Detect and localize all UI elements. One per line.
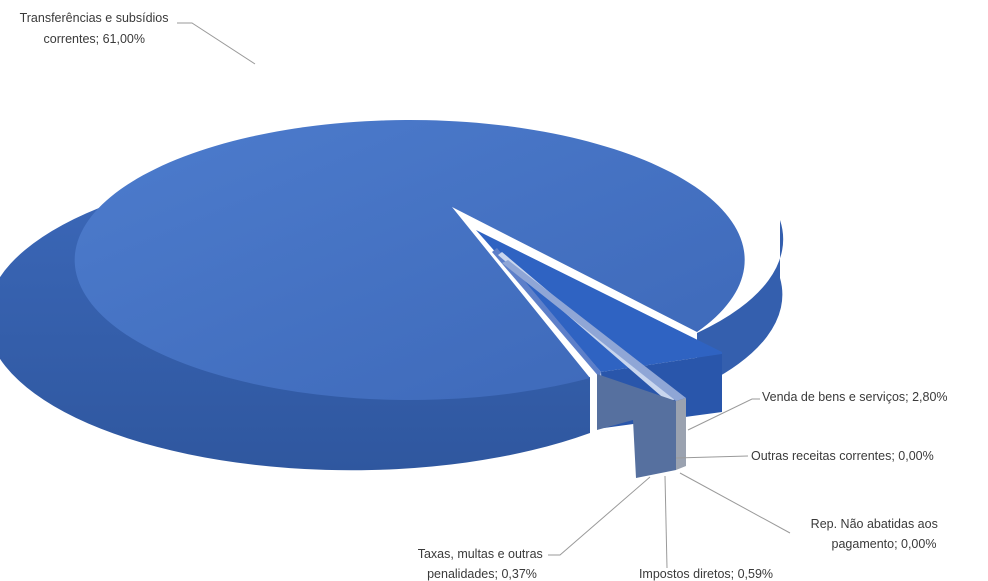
label-impostos: Impostos diretos; 0,59% <box>639 567 773 581</box>
slice-impostos <box>502 260 686 478</box>
slice-transferencias-side-right <box>697 220 784 388</box>
label-rep: Rep. Não abatidas aos pagamento; 0,00% <box>811 517 942 551</box>
slice-transferencias <box>0 120 784 471</box>
label-impostos-line1: Impostos diretos; 0,59% <box>639 567 773 581</box>
leader-impostos <box>664 475 668 569</box>
label-taxas: Taxas, multas e outras penalidades; 0,37… <box>418 547 547 581</box>
slice-taxas-front <box>676 398 686 470</box>
label-venda-line1: Venda de bens e serviços; 2,80% <box>762 390 948 404</box>
label-outras-line1: Outras receitas correntes; 0,00% <box>751 449 934 463</box>
label-venda: Venda de bens e serviços; 2,80% <box>762 390 948 404</box>
slice-transferencias-top <box>74 120 745 401</box>
label-rep-line2: pagamento; 0,00% <box>832 537 937 551</box>
slice-impostos-front-dark <box>597 374 676 478</box>
leader-transferencias <box>177 22 256 65</box>
leader-taxas <box>548 476 651 556</box>
slice-outras-top <box>492 248 601 378</box>
slice-outras <box>492 248 601 378</box>
leader-lines <box>177 22 791 569</box>
slice-impostos-top <box>502 260 686 401</box>
leader-rep <box>679 472 791 534</box>
leader-outras <box>675 455 749 459</box>
label-taxas-line2: penalidades; 0,37% <box>427 567 537 581</box>
label-outras: Outras receitas correntes; 0,00% <box>751 449 934 463</box>
label-transferencias: Transferências e subsídios correntes; 61… <box>20 11 172 46</box>
slice-taxas <box>676 398 686 470</box>
label-taxas-line1: Taxas, multas e outras <box>418 547 543 561</box>
label-transferencias-line2: correntes; 61,00% <box>44 32 145 46</box>
slice-venda-top <box>476 230 722 372</box>
slice-transferencias-side <box>0 203 590 471</box>
label-rep-line1: Rep. Não abatidas aos <box>811 517 938 531</box>
leader-venda <box>687 398 760 431</box>
label-transferencias-line1: Transferências e subsídios <box>20 11 169 25</box>
